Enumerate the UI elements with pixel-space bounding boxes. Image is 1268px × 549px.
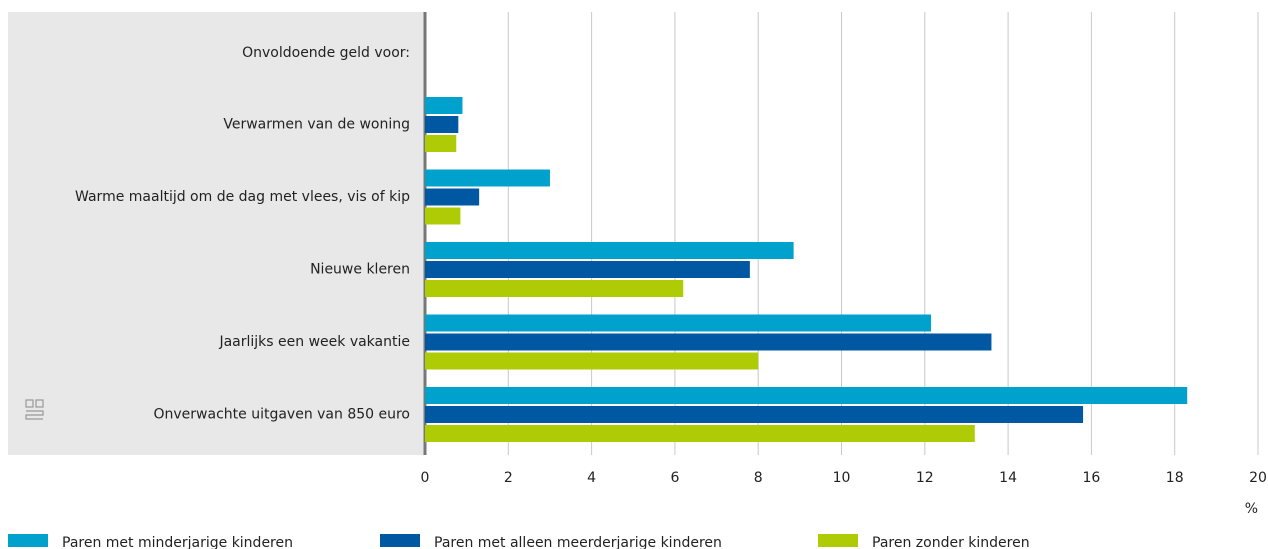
category-label: Onverwachte uitgaven van 850 euro — [154, 407, 411, 423]
bar — [425, 261, 750, 278]
bar — [425, 169, 550, 187]
group-label: Onvoldoende geld voor: — [242, 45, 410, 61]
legend-label: Paren met minderjarige kinderen — [62, 535, 293, 549]
bar — [425, 425, 975, 442]
bar — [425, 314, 932, 332]
x-tick-label: 2 — [504, 470, 513, 486]
category-label: Nieuwe kleren — [310, 262, 410, 278]
x-tick-label: 14 — [999, 470, 1017, 486]
bar — [425, 188, 480, 206]
bar — [425, 387, 1188, 404]
bar — [425, 406, 1084, 423]
legend-label: Paren zonder kinderen — [872, 535, 1030, 549]
bar — [425, 280, 684, 297]
x-tick-label: 4 — [587, 470, 596, 486]
bar — [425, 116, 459, 133]
legend-swatch — [818, 534, 858, 547]
bar — [425, 207, 461, 225]
bar — [425, 135, 457, 152]
x-tick-label: 18 — [1166, 470, 1184, 486]
x-tick-label: 6 — [670, 470, 679, 486]
x-tick-label: 20 — [1249, 470, 1267, 486]
bar — [425, 97, 463, 114]
bar — [425, 242, 794, 259]
bar — [425, 352, 759, 370]
x-tick-label: 16 — [1082, 470, 1100, 486]
x-tick-label: 8 — [754, 470, 763, 486]
label-panel — [8, 12, 424, 455]
legend-swatch — [8, 534, 48, 547]
category-label: Warme maaltijd om de dag met vlees, vis … — [75, 189, 410, 205]
x-tick-label: 12 — [916, 470, 934, 486]
x-axis-label: % — [1245, 501, 1258, 517]
x-tick-label: 0 — [421, 470, 430, 486]
category-label: Jaarlijks een week vakantie — [218, 334, 410, 350]
logo — [25, 399, 44, 420]
bar — [425, 333, 992, 351]
legend-swatch — [380, 534, 420, 547]
x-tick-label: 10 — [833, 470, 851, 486]
category-label: Verwarmen van de woning — [223, 117, 410, 133]
legend-label: Paren met alleen meerderjarige kinderen — [434, 535, 722, 549]
